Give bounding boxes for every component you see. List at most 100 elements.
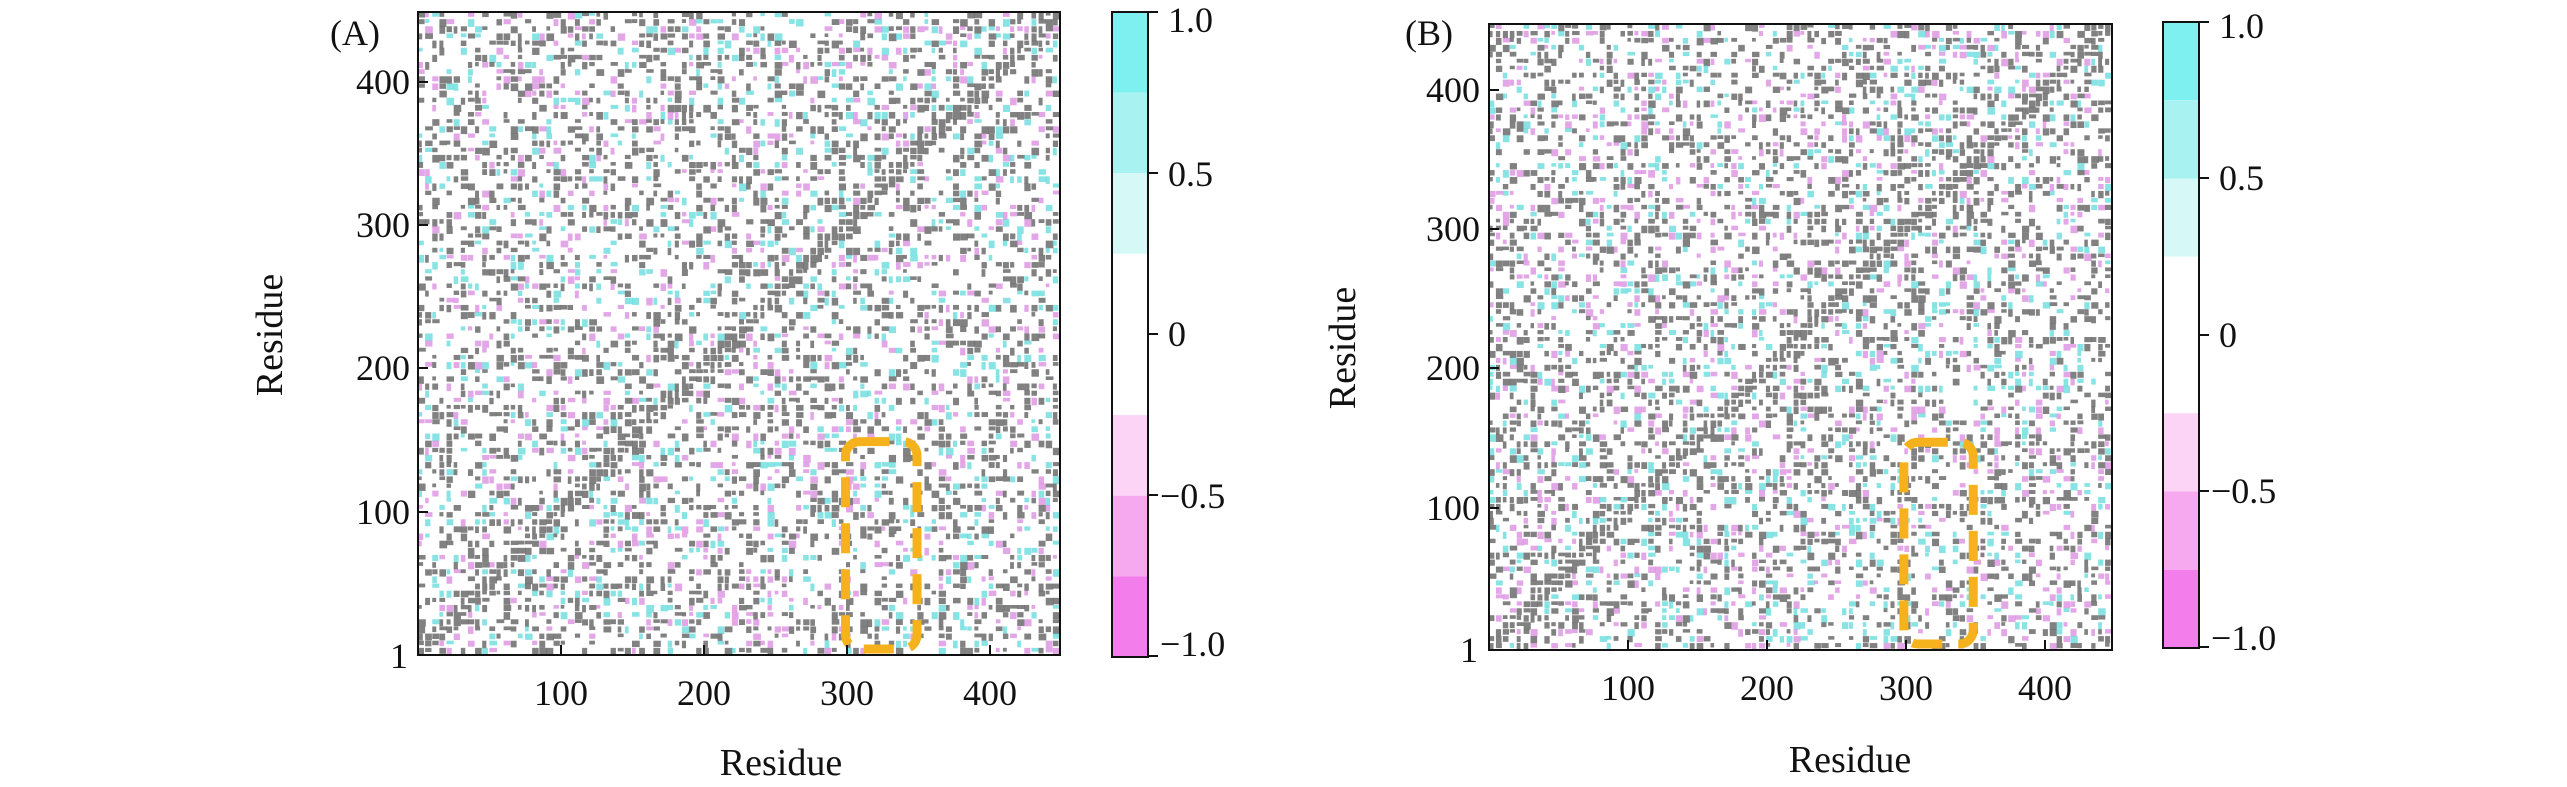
- heatmap-cell: [931, 590, 937, 595]
- heatmap-cell: [632, 140, 638, 147]
- heatmap-cell: [1052, 240, 1057, 246]
- heatmap-cell: [1052, 447, 1061, 456]
- heatmap-cell: [881, 26, 889, 33]
- heatmap-cell: [753, 590, 760, 595]
- heatmap-cell: [1578, 93, 1586, 99]
- heatmap-cell: [796, 276, 803, 285]
- heatmap-cell: [960, 440, 966, 445]
- heatmap-cell: [739, 326, 747, 334]
- heatmap-cell: [931, 462, 937, 467]
- heatmap-cell: [831, 462, 838, 469]
- heatmap-cell: [739, 276, 745, 283]
- heatmap-cell: [517, 54, 523, 60]
- heatmap-cell: [689, 626, 696, 633]
- heatmap-cell: [838, 112, 843, 120]
- heatmap-cell: [1031, 426, 1038, 433]
- heatmap-cell: [1502, 190, 1509, 196]
- heatmap-cell: [831, 233, 839, 241]
- heatmap-cell: [910, 169, 918, 174]
- colorbar-band: [1112, 253, 1148, 416]
- heatmap-cell: [1495, 385, 1501, 393]
- heatmap-cell: [1502, 218, 1510, 227]
- heatmap-cell: [574, 290, 579, 299]
- heatmap-cell: [425, 269, 432, 274]
- heatmap-cell: [532, 297, 538, 304]
- heatmap-cell: [467, 576, 475, 582]
- heatmap-cell: [589, 176, 597, 182]
- heatmap-cell: [617, 447, 625, 453]
- heatmap-cell: [1052, 640, 1059, 647]
- heatmap-cell: [1002, 362, 1010, 368]
- heatmap-cell: [867, 283, 873, 291]
- heatmap-cell: [589, 83, 595, 89]
- heatmap-cell: [539, 533, 546, 538]
- heatmap-cell: [1024, 26, 1029, 33]
- heatmap-cell: [853, 497, 860, 505]
- heatmap-cell: [660, 333, 665, 341]
- heatmap-cell: [432, 262, 438, 270]
- heatmap-cell: [831, 362, 840, 370]
- heatmap-cell: [1530, 490, 1538, 494]
- heatmap-cell: [503, 554, 508, 562]
- heatmap-cell: [1010, 233, 1016, 240]
- heatmap-cell: [539, 126, 547, 132]
- heatmap-cell: [532, 40, 540, 46]
- heatmap-cell: [838, 83, 846, 90]
- heatmap-cell: [746, 604, 753, 610]
- heatmap-cell: [560, 397, 565, 404]
- heatmap-cell: [432, 376, 436, 381]
- heatmap-cell: [696, 140, 701, 146]
- heatmap-cell: [703, 540, 709, 548]
- heatmap-cell: [475, 226, 481, 233]
- heatmap-cell: [1592, 163, 1600, 170]
- heatmap-cell: [1523, 232, 1530, 240]
- heatmap-cell: [995, 497, 1000, 505]
- heatmap-cell: [525, 419, 532, 427]
- heatmap-cell: [1002, 119, 1007, 127]
- heatmap-cell: [610, 462, 618, 469]
- heatmap-cell: [418, 33, 423, 40]
- heatmap-cell: [995, 304, 1002, 312]
- heatmap-cell: [1038, 276, 1043, 281]
- heatmap-cell: [525, 433, 532, 441]
- heatmap-cell: [967, 283, 972, 290]
- heatmap-cell: [667, 562, 675, 570]
- heatmap-cell: [746, 219, 754, 225]
- heatmap-cell: [439, 297, 445, 302]
- heatmap-cell: [910, 512, 915, 518]
- heatmap-cell: [1572, 615, 1579, 623]
- heatmap-cell: [903, 262, 911, 267]
- heatmap-cell: [546, 354, 554, 359]
- heatmap-cell: [888, 497, 894, 505]
- heatmap-cell: [881, 476, 889, 481]
- heatmap-cell: [653, 354, 660, 363]
- heatmap-cell: [467, 97, 475, 102]
- heatmap-cell: [582, 590, 588, 596]
- heatmap-cell: [838, 169, 845, 175]
- heatmap-cell: [1516, 121, 1524, 129]
- heatmap-cell: [539, 140, 545, 147]
- heatmap-cell: [945, 226, 951, 230]
- heatmap-cell: [1530, 107, 1536, 115]
- heatmap-cell: [689, 40, 694, 48]
- heatmap-cell: [774, 254, 779, 261]
- heatmap-cell: [995, 404, 1002, 410]
- heatmap-cell: [525, 512, 532, 519]
- heatmap-cell: [760, 404, 765, 411]
- heatmap-cell: [860, 354, 864, 361]
- heatmap-cell: [746, 12, 753, 18]
- heatmap-cell: [1017, 290, 1023, 295]
- heatmap-cell: [703, 104, 711, 113]
- heatmap-cell: [739, 97, 746, 105]
- heatmap-cell: [1052, 554, 1057, 559]
- heatmap-cell: [1572, 643, 1576, 648]
- heatmap-cell: [867, 633, 872, 639]
- heatmap-cell: [475, 569, 479, 576]
- heatmap-cell: [817, 504, 822, 513]
- heatmap-cell: [1523, 566, 1531, 574]
- heatmap-cell: [439, 590, 444, 598]
- heatmap-cell: [1017, 640, 1021, 648]
- heatmap-cell: [974, 626, 979, 631]
- heatmap-cell: [717, 326, 722, 331]
- heatmap-cell: [739, 19, 746, 27]
